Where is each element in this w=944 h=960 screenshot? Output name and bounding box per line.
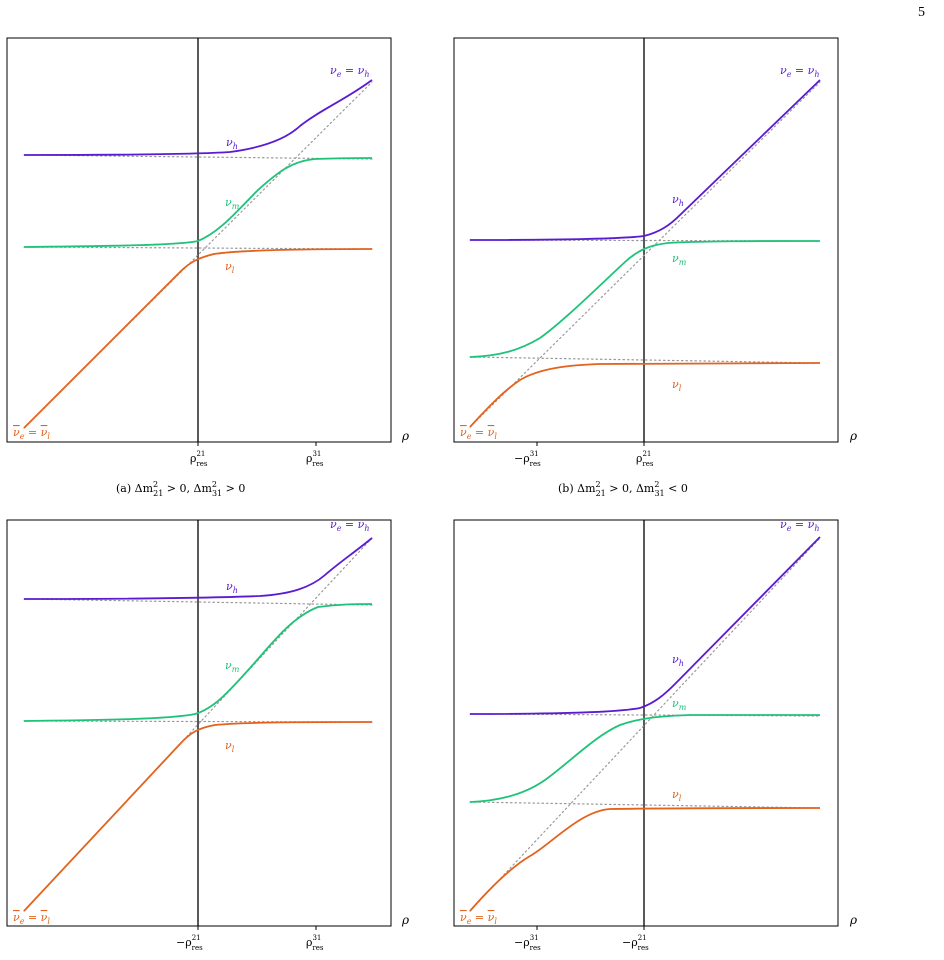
label-nu-l: νl [672, 378, 682, 393]
asymptote-lines [469, 537, 821, 912]
curve-nu-l [469, 807, 821, 912]
plot-frame [6, 519, 392, 927]
axis-label-rho: ρ [401, 429, 409, 443]
curve-nu-m [23, 603, 373, 722]
label-top: νe = νh [780, 518, 819, 533]
label-bottom: νe = νl [460, 426, 497, 441]
page-number: 5 [918, 5, 925, 20]
curve-nu-l [23, 721, 373, 912]
asymptote-l [469, 356, 821, 364]
plot-frame [6, 37, 392, 443]
curve-nu-l [23, 248, 373, 429]
label-top: νe = νh [780, 64, 819, 79]
plot-frame [453, 519, 839, 927]
label-nu-l: νl [225, 260, 235, 275]
tick-label-neg-rho31: −ρ31 res [514, 934, 541, 952]
curve-nu-m [469, 240, 821, 358]
tick-label-neg-rho21: −ρ21 res [176, 934, 203, 952]
curve-nu-l [469, 362, 821, 428]
asymptote-l [469, 801, 821, 809]
plot-frame [453, 37, 839, 443]
label-nu-h: νh [672, 653, 684, 668]
curve-nu-h [469, 79, 821, 241]
curve-nu-m [469, 714, 820, 803]
label-nu-l: νl [225, 739, 235, 754]
label-nu-h: νh [672, 193, 684, 208]
label-nu-m: νm [672, 697, 687, 712]
label-nu-l: νl [672, 788, 682, 803]
caption-b: (b) Δm2 21 > 0, Δm2 31 < 0 [558, 480, 688, 498]
label-bottom: νe = νl [13, 426, 50, 441]
caption-a: (a) Δm2 21 > 0, Δm2 31 > 0 [116, 480, 245, 498]
asymptote-h [23, 598, 373, 606]
label-nu-h: νh [226, 580, 238, 595]
asymptote-diagonal [469, 537, 821, 912]
label-nu-h: νh [226, 136, 238, 151]
label-bottom: νe = νl [13, 911, 50, 926]
curve-nu-m [23, 157, 373, 248]
curve-nu-h [23, 537, 373, 600]
label-bottom: νe = νl [460, 911, 497, 926]
tick-label-neg-rho31: −ρ31 res [514, 450, 541, 468]
curve-nu-h [469, 536, 821, 715]
curve-nu-h [23, 79, 373, 156]
axis-label-rho: ρ [849, 913, 857, 927]
asymptote-diagonal [469, 81, 821, 428]
tick-label-neg-rho21: −ρ21 res [622, 934, 649, 952]
axis-label-rho: ρ [849, 429, 857, 443]
axis-label-rho: ρ [401, 913, 409, 927]
